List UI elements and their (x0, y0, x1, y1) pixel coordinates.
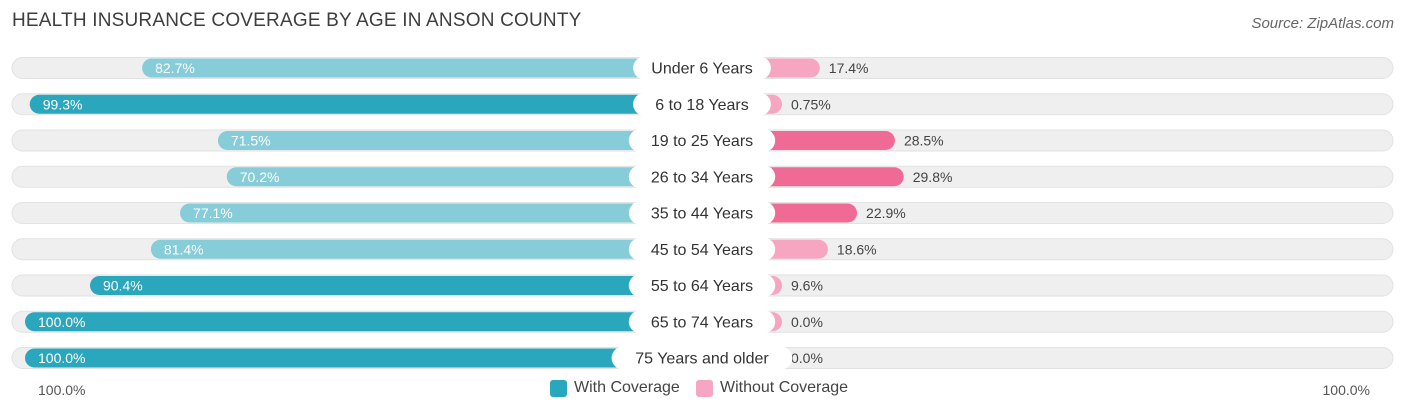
category-label: 19 to 25 Years (651, 133, 753, 150)
category-label: 26 to 34 Years (651, 169, 753, 186)
legend-swatch-with-coverage (550, 379, 567, 397)
category-pill (628, 237, 776, 261)
value-label-with-coverage: 99.3% (43, 96, 83, 112)
value-label-with-coverage: 100.0% (38, 314, 85, 330)
value-label-without-coverage: 9.6% (791, 278, 823, 294)
legend-item-with-coverage: With Coverage (550, 379, 680, 397)
value-label-with-coverage: 81.4% (164, 241, 204, 257)
bar-with-coverage (150, 239, 702, 259)
category-pill (628, 129, 776, 152)
legend-swatch-without-coverage (696, 379, 713, 397)
chart-title: HEALTH INSURANCE COVERAGE BY AGE IN ANSO… (12, 10, 582, 31)
category-pill (611, 346, 793, 370)
value-label-without-coverage: 0.0% (791, 350, 823, 366)
category-label: 65 to 74 Years (651, 314, 753, 331)
category-pill (628, 274, 776, 297)
category-pill (628, 201, 776, 225)
category-label: 6 to 18 Years (655, 97, 748, 114)
axis-right-label: 100.0% (1322, 382, 1370, 398)
category-pill (633, 92, 771, 116)
bar-with-coverage (29, 94, 702, 114)
legend-label-with-coverage: With Coverage (574, 379, 680, 396)
value-label-without-coverage: 17.4% (829, 60, 869, 76)
bar-with-coverage (89, 276, 702, 295)
value-label-with-coverage: 77.1% (193, 205, 233, 221)
bar-with-coverage (25, 348, 702, 368)
category-label: 75 Years and older (635, 351, 769, 368)
category-label: 35 to 44 Years (651, 206, 753, 223)
value-label-without-coverage: 0.0% (791, 314, 823, 330)
category-pill (633, 56, 771, 80)
legend-label-without-coverage: Without Coverage (720, 379, 849, 396)
bar-with-coverage (25, 312, 702, 332)
category-label: 55 to 64 Years (651, 278, 753, 295)
value-label-without-coverage: 0.75% (791, 96, 831, 112)
value-label-with-coverage: 70.2% (240, 169, 280, 185)
value-label-with-coverage: 100.0% (38, 350, 85, 366)
value-label-without-coverage: 28.5% (904, 133, 944, 149)
category-label: 45 to 54 Years (651, 242, 753, 259)
bar-with-coverage (217, 131, 702, 150)
category-pill (628, 165, 776, 189)
bar-with-coverage (180, 203, 702, 223)
value-label-with-coverage: 71.5% (231, 133, 271, 149)
legend-item-without-coverage: Without Coverage (696, 379, 848, 397)
axis-left-label: 100.0% (38, 382, 86, 398)
category-pill (628, 310, 776, 334)
value-label-with-coverage: 82.7% (155, 60, 195, 76)
value-label-with-coverage: 90.4% (103, 278, 143, 294)
legend: 100.0% With Coverage Without Coverage 10… (0, 379, 1406, 401)
bar-with-coverage (142, 58, 703, 78)
bar-with-coverage (226, 167, 702, 187)
source-label: Source: ZipAtlas.com (1251, 15, 1394, 32)
chart-plot: 82.7% 17.4% Under 6 Years 99.3% 0.75% 6 to 18… (11, 56, 1394, 370)
value-label-without-coverage: 18.6% (837, 241, 877, 257)
value-label-without-coverage: 22.9% (866, 205, 906, 221)
category-label: Under 6 Years (651, 61, 752, 78)
value-label-without-coverage: 29.8% (913, 169, 953, 185)
